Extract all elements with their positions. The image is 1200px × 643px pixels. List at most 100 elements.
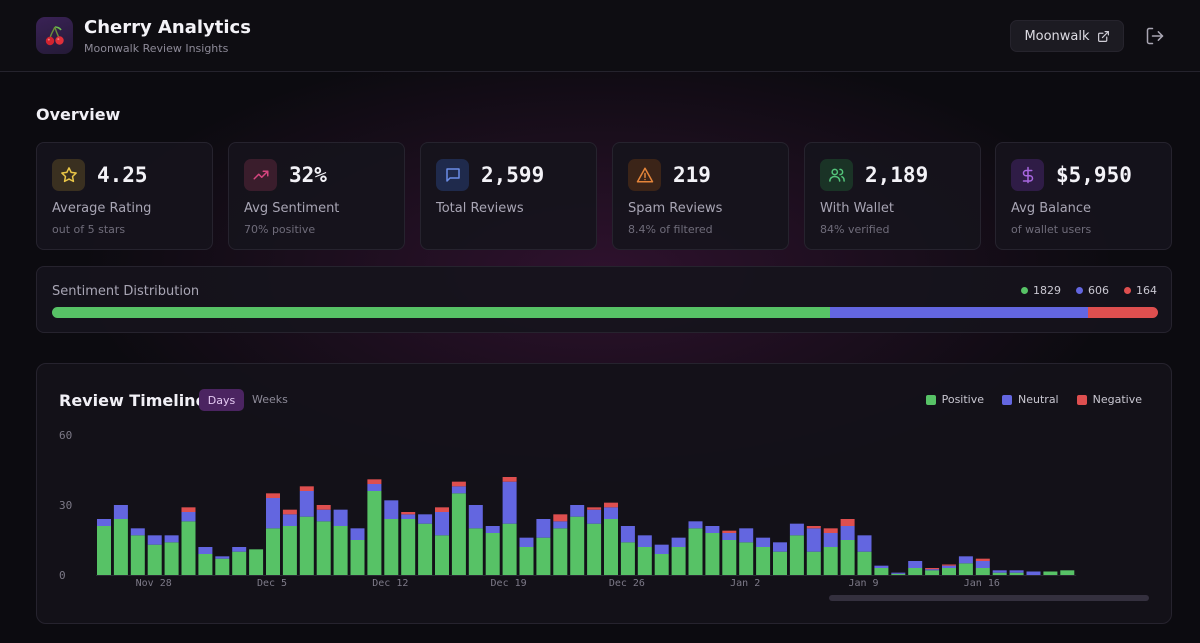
bar-neutral[interactable] — [299, 491, 314, 517]
bar-neutral[interactable] — [857, 535, 872, 552]
bar-neutral[interactable] — [1009, 570, 1024, 573]
bar-negative[interactable] — [401, 512, 416, 515]
bar-neutral[interactable] — [773, 542, 787, 552]
bar-neutral[interactable] — [620, 526, 635, 543]
bar-neutral[interactable] — [418, 514, 433, 524]
bar-positive[interactable] — [688, 528, 703, 575]
bar-neutral[interactable] — [468, 505, 483, 529]
bar-neutral[interactable] — [756, 537, 771, 547]
bar-negative[interactable] — [806, 526, 821, 529]
bar-positive[interactable] — [806, 551, 821, 575]
bar-positive[interactable] — [789, 535, 804, 575]
bar-negative[interactable] — [266, 493, 280, 498]
bar-positive[interactable] — [384, 519, 399, 575]
bar-positive[interactable] — [942, 568, 956, 575]
bar-neutral[interactable] — [688, 521, 703, 529]
bar-neutral[interactable] — [401, 514, 416, 519]
bar-negative[interactable] — [925, 568, 940, 570]
legend-negative[interactable]: Negative — [1076, 393, 1142, 406]
bar-negative[interactable] — [942, 564, 956, 566]
bar-positive[interactable] — [502, 523, 517, 575]
bar-negative[interactable] — [316, 505, 331, 510]
bar-positive[interactable] — [164, 542, 179, 575]
bar-positive[interactable] — [435, 535, 449, 575]
bar-neutral[interactable] — [367, 484, 382, 491]
bar-neutral[interactable] — [722, 533, 737, 540]
tab-days[interactable]: Days — [199, 389, 244, 411]
bar-neutral[interactable] — [451, 486, 466, 494]
bar-neutral[interactable] — [671, 537, 686, 547]
bar-neutral[interactable] — [215, 556, 230, 559]
bar-neutral[interactable] — [198, 547, 213, 554]
bar-neutral[interactable] — [992, 570, 1007, 573]
bar-positive[interactable] — [249, 549, 264, 575]
bar-positive[interactable] — [401, 519, 416, 575]
bar-neutral[interactable] — [333, 509, 348, 526]
bar-positive[interactable] — [97, 526, 111, 575]
bar-neutral[interactable] — [130, 528, 145, 536]
bar-negative[interactable] — [451, 481, 466, 487]
bar-positive[interactable] — [840, 540, 855, 575]
bar-positive[interactable] — [823, 547, 838, 575]
bar-negative[interactable] — [553, 514, 568, 522]
bar-positive[interactable] — [1009, 572, 1024, 575]
bar-neutral[interactable] — [806, 528, 821, 552]
bar-negative[interactable] — [722, 530, 737, 533]
bar-neutral[interactable] — [113, 505, 128, 519]
bar-negative[interactable] — [604, 502, 618, 508]
bar-positive[interactable] — [705, 533, 720, 575]
bar-neutral[interactable] — [384, 500, 399, 519]
bar-neutral[interactable] — [316, 509, 331, 522]
moonwalk-button[interactable]: Moonwalk — [1010, 20, 1124, 52]
bar-neutral[interactable] — [485, 526, 500, 533]
bar-neutral[interactable] — [164, 535, 179, 543]
bar-positive[interactable] — [367, 491, 382, 575]
bar-positive[interactable] — [333, 526, 348, 575]
bar-neutral[interactable] — [925, 569, 940, 571]
bar-neutral[interactable] — [1026, 571, 1041, 576]
bar-positive[interactable] — [570, 516, 585, 575]
bar-negative[interactable] — [840, 519, 855, 526]
bar-positive[interactable] — [451, 493, 466, 575]
bar-neutral[interactable] — [350, 528, 365, 540]
bar-positive[interactable] — [553, 528, 568, 575]
bar-positive[interactable] — [925, 570, 940, 575]
bar-positive[interactable] — [908, 568, 923, 575]
bar-positive[interactable] — [299, 516, 314, 575]
bar-negative[interactable] — [823, 528, 838, 533]
bar-positive[interactable] — [637, 547, 652, 575]
bar-positive[interactable] — [232, 551, 247, 575]
bar-neutral[interactable] — [147, 535, 162, 545]
bar-positive[interactable] — [519, 547, 534, 575]
bar-positive[interactable] — [282, 526, 297, 575]
bar-positive[interactable] — [975, 568, 990, 575]
bar-positive[interactable] — [1043, 571, 1058, 576]
bar-positive[interactable] — [891, 573, 906, 575]
bar-neutral[interactable] — [908, 561, 923, 568]
bar-positive[interactable] — [147, 544, 162, 575]
bar-neutral[interactable] — [874, 565, 889, 568]
bar-positive[interactable] — [620, 542, 635, 575]
bar-neutral[interactable] — [705, 526, 720, 533]
bar-negative[interactable] — [587, 507, 602, 510]
bar-positive[interactable] — [316, 521, 331, 575]
bar-neutral[interactable] — [823, 533, 838, 547]
bar-positive[interactable] — [1060, 570, 1075, 575]
bar-positive[interactable] — [756, 547, 771, 575]
bar-positive[interactable] — [857, 551, 872, 575]
chart-scrollbar[interactable] — [829, 595, 1149, 601]
bar-positive[interactable] — [958, 563, 973, 575]
bar-positive[interactable] — [350, 540, 365, 575]
logout-icon[interactable] — [1145, 26, 1165, 46]
legend-positive[interactable]: Positive — [925, 393, 984, 406]
bar-neutral[interactable] — [232, 547, 247, 552]
bar-neutral[interactable] — [181, 512, 196, 522]
bar-neutral[interactable] — [519, 537, 534, 547]
bar-negative[interactable] — [975, 558, 990, 561]
bar-positive[interactable] — [773, 551, 787, 575]
bar-positive[interactable] — [671, 547, 686, 575]
legend-neutral[interactable]: Neutral — [1002, 393, 1059, 406]
bar-positive[interactable] — [130, 535, 145, 575]
bar-positive[interactable] — [874, 568, 889, 575]
bar-positive[interactable] — [215, 558, 230, 575]
